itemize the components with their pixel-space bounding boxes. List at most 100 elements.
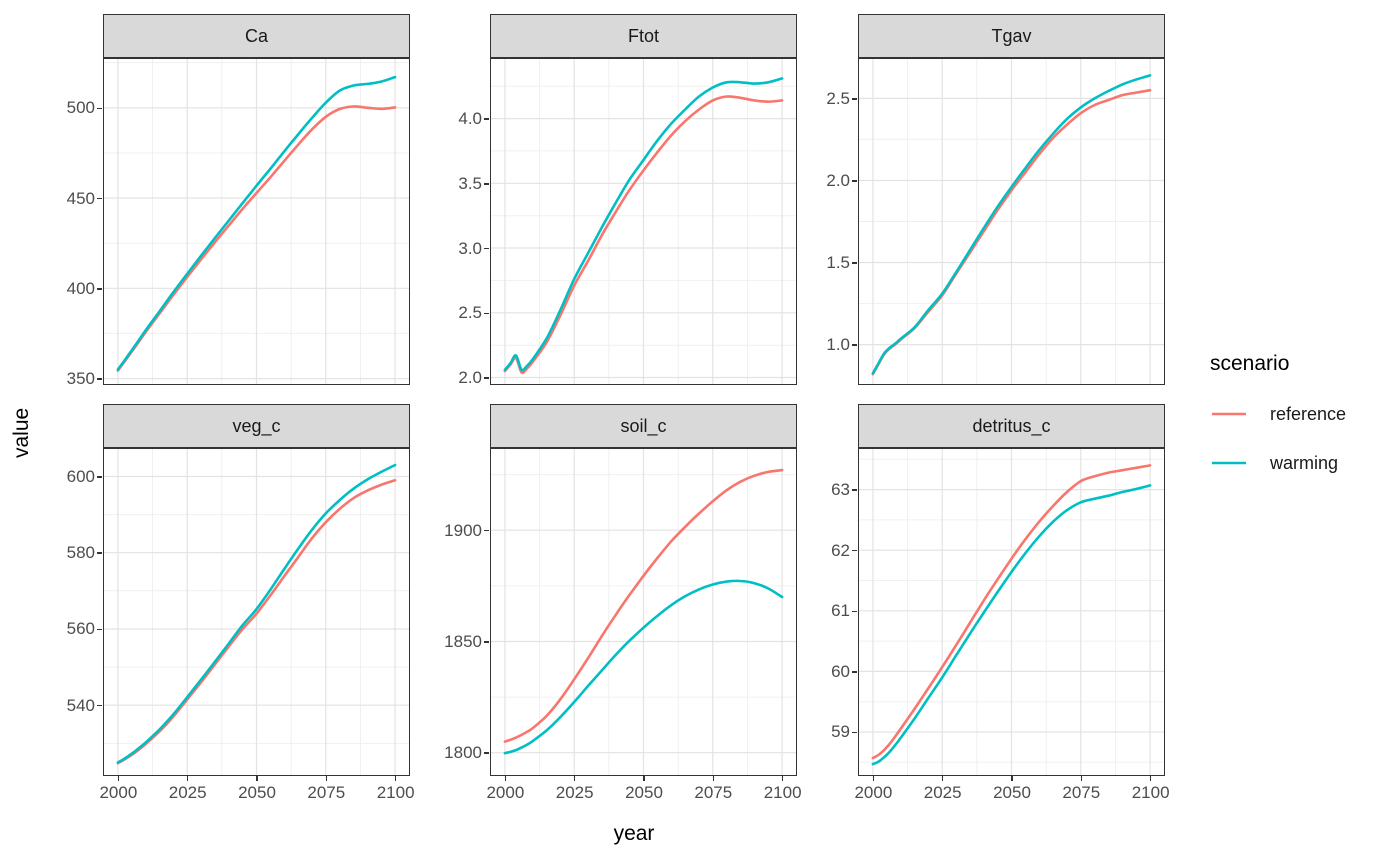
- y-tick-label: 4.0: [458, 109, 482, 129]
- y-tick-label: 540: [66, 695, 95, 715]
- y-tick-label: 450: [66, 188, 95, 208]
- warming-line-key-icon: [1212, 461, 1246, 465]
- x-tick-label: 2000: [854, 783, 893, 802]
- y-tick-label: 61: [831, 601, 850, 621]
- x-tick-mark: [712, 776, 715, 781]
- x-tick-mark: [941, 776, 944, 781]
- y-tick-label: 3.5: [458, 173, 482, 193]
- y-tick-label: 500: [66, 98, 95, 118]
- y-tick-mark: [484, 183, 489, 185]
- facet-panel: [490, 58, 797, 385]
- facet-soil-c: soil_c 1800 1850 1900 2000 2025 2050 2075 2100: [444, 404, 802, 802]
- series-line-warming: [871, 484, 1152, 766]
- y-tick-label: 1.0: [826, 335, 850, 355]
- facet-panel: [103, 58, 410, 385]
- series-line-warming: [503, 579, 784, 755]
- y-tick-mark: [852, 180, 857, 182]
- y-tick-label: 560: [66, 619, 95, 639]
- series-line-reference: [503, 95, 784, 375]
- facet-plot-area: [859, 449, 1164, 775]
- facet-strip-label: Ca: [244, 25, 268, 46]
- facet-strip-label: soil_c: [620, 415, 667, 436]
- facet-ca: Ca 350 400 450 500: [67, 14, 410, 388]
- legend-label: warming: [1270, 452, 1339, 473]
- x-tick-label: 2025: [923, 783, 962, 802]
- x-tick-mark: [394, 776, 397, 781]
- facet-veg-c: veg_c 540 560 580 600 2000 2025 2050 2075 2100: [67, 404, 415, 802]
- y-tick-label: 580: [66, 543, 95, 563]
- facet-strip-label: Ftot: [627, 25, 659, 46]
- y-tick-label: 600: [66, 466, 95, 486]
- y-tick-label: 400: [66, 278, 95, 298]
- y-tick-mark: [484, 641, 489, 643]
- x-tick-mark: [256, 776, 258, 781]
- y-tick-label: 60: [831, 661, 850, 681]
- facet-tgav: Tgav 1.0 1.5 2.0 2.5: [826, 14, 1165, 385]
- y-tick-label: 2.5: [826, 88, 850, 108]
- facet-plot-area: [491, 449, 796, 775]
- y-tick-mark: [484, 752, 489, 754]
- facet-ftot: Ftot 2.0 2.5 3.0 3.5 4.0: [458, 14, 797, 387]
- legend-label: reference: [1270, 403, 1347, 424]
- legend-entry-reference: reference: [1210, 403, 1390, 425]
- facet-panel: [858, 58, 1165, 385]
- series-line-warming: [503, 77, 784, 372]
- y-tick-label: 2.0: [826, 170, 850, 190]
- y-tick-mark: [97, 288, 102, 290]
- x-tick-mark: [643, 776, 645, 781]
- y-tick-mark: [484, 118, 489, 120]
- x-tick-label: 2100: [376, 783, 415, 802]
- facet-detritus-c: detritus_c 59 60 61 62 63 2000 2025 2050 2075 210…: [831, 404, 1170, 802]
- y-tick-label: 59: [831, 722, 850, 742]
- facet-panel: [858, 448, 1165, 776]
- facet-strip: soil_c: [490, 404, 797, 448]
- series-line-reference: [871, 464, 1152, 760]
- y-tick-mark: [852, 489, 857, 491]
- x-tick-label: 2000: [99, 783, 138, 802]
- x-tick-label: 2100: [763, 783, 802, 802]
- y-axis-title: value: [10, 407, 33, 459]
- x-tick-mark: [325, 776, 328, 781]
- x-tick-label: 2000: [486, 783, 525, 802]
- y-tick-mark: [852, 610, 857, 613]
- y-tick-label: 2.0: [458, 368, 482, 388]
- x-tick-mark: [1080, 776, 1083, 781]
- y-tick-mark: [97, 704, 102, 707]
- x-tick-mark: [504, 776, 507, 781]
- facet-plot-area: [491, 59, 796, 384]
- x-tick-label: 2050: [625, 783, 663, 802]
- y-tick-mark: [97, 476, 102, 478]
- facet-plot-area: [104, 59, 409, 384]
- y-tick-label: 1.5: [826, 253, 850, 273]
- y-tick-label: 3.0: [458, 238, 482, 258]
- x-tick-label: 2050: [238, 783, 276, 802]
- series-line-warming: [116, 463, 397, 764]
- y-tick-label: 1800: [444, 743, 482, 763]
- x-tick-label: 2075: [694, 783, 733, 802]
- x-tick-mark: [1011, 776, 1013, 781]
- facet-strip-label: detritus_c: [972, 415, 1051, 436]
- x-tick-label: 2050: [993, 783, 1031, 802]
- y-tick-mark: [852, 344, 857, 346]
- facet-strip: veg_c: [103, 404, 410, 448]
- x-tick-label: 2025: [555, 783, 594, 802]
- x-axis-title: year: [613, 822, 655, 845]
- y-tick-label: 1900: [444, 520, 482, 540]
- legend-title: scenario: [1210, 352, 1290, 375]
- y-tick-mark: [852, 262, 857, 264]
- reference-line-key-icon: [1212, 412, 1246, 416]
- x-tick-label: 2075: [307, 783, 346, 802]
- x-tick-mark: [1149, 776, 1152, 781]
- x-tick-label: 2100: [1131, 783, 1170, 802]
- y-tick-label: 350: [66, 369, 95, 389]
- y-tick-label: 62: [831, 540, 850, 560]
- facet-strip-label: veg_c: [232, 415, 281, 436]
- series-line-warming: [871, 74, 1152, 375]
- facet-strip-label: Tgav: [991, 25, 1032, 46]
- y-tick-mark: [97, 378, 102, 380]
- y-tick-mark: [484, 247, 489, 250]
- facet-strip: Ca: [103, 14, 410, 58]
- x-tick-mark: [117, 776, 120, 781]
- y-tick-mark: [852, 731, 857, 734]
- x-tick-mark: [781, 776, 784, 781]
